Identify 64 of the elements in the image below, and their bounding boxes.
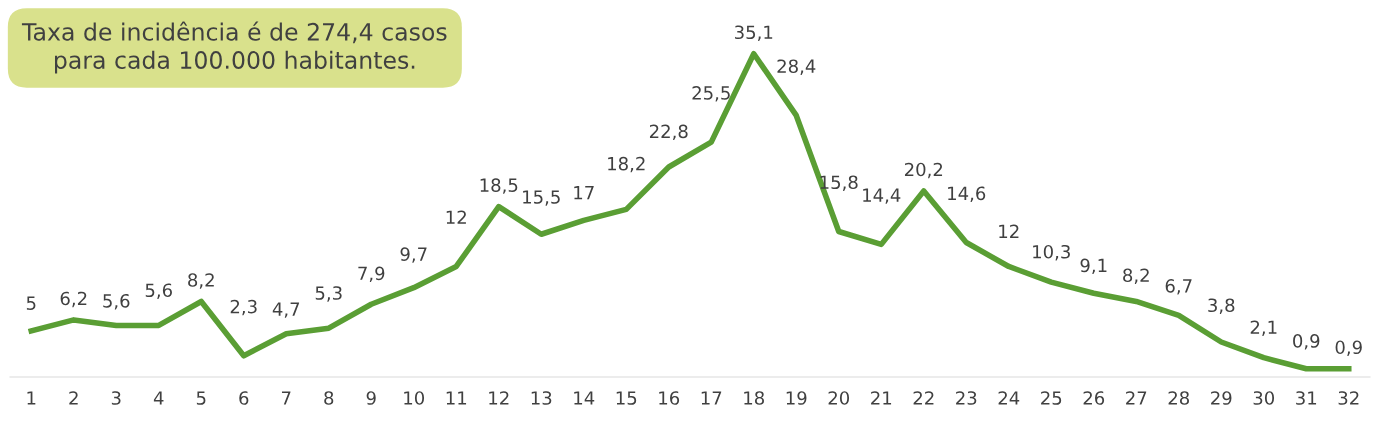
x-tick-label: 25: [1041, 391, 1062, 405]
x-tick-label: 4: [153, 391, 164, 405]
data-label: 35,1: [735, 25, 773, 41]
x-tick-label: 8: [324, 391, 334, 405]
x-tick-label: 23: [956, 391, 977, 405]
data-label: 0,9: [1335, 340, 1362, 356]
x-tick-label: 17: [701, 391, 722, 405]
data-label: 25,5: [692, 86, 730, 102]
data-label: 5,6: [145, 283, 172, 299]
x-tick-label: 32: [1338, 391, 1359, 405]
data-label: 12: [999, 224, 1019, 238]
data-label: 9,1: [1080, 258, 1107, 275]
data-label: 15,5: [523, 190, 560, 206]
x-tick-label: 16: [659, 391, 680, 405]
data-label: 17: [574, 186, 594, 200]
data-label: 18,2: [608, 156, 645, 173]
data-label: 14,6: [948, 186, 986, 202]
x-tick-label: 9: [366, 391, 376, 405]
x-tick-label: 31: [1296, 391, 1317, 405]
data-label: 2,1: [1250, 320, 1277, 336]
data-label: 0,9: [1293, 334, 1320, 350]
x-tick-label: 24: [998, 391, 1020, 405]
x-tick-label: 26: [1083, 391, 1105, 405]
data-label: 14,4: [863, 188, 901, 204]
data-label: 22,8: [649, 124, 688, 140]
data-label: 10,3: [1033, 244, 1070, 261]
data-label: 12: [446, 210, 466, 224]
data-label: 6,2: [60, 291, 87, 308]
x-tick-label: 30: [1253, 391, 1275, 405]
x-tick-label: 21: [871, 391, 892, 405]
x-tick-label: 5: [196, 391, 206, 405]
x-tick-label: 14: [574, 391, 595, 405]
x-tick-label: 7: [281, 391, 291, 405]
x-tick-label: 18: [744, 391, 764, 405]
annotation: Taxa de incidência é de 274,4 casos para cada 100.000 habitantes.: [21, 21, 447, 74]
x-tick-label: 28: [1168, 391, 1189, 405]
data-label: 9,7: [400, 247, 427, 263]
x-tick-label: 22: [913, 391, 934, 405]
data-label: 18,5: [480, 178, 518, 194]
x-tick-label: 12: [489, 391, 509, 405]
x-tick-label: 2: [69, 391, 78, 405]
data-label: 5,6: [103, 293, 130, 310]
x-tick-label: 11: [446, 391, 467, 405]
x-tick-label: 15: [616, 391, 637, 405]
x-tick-label: 1: [27, 391, 36, 405]
x-tick-label: 27: [1126, 391, 1147, 405]
data-label: 20,2: [904, 162, 943, 179]
x-tick-label: 29: [1211, 391, 1232, 405]
data-label: 6,7: [1165, 279, 1192, 295]
data-label: 8,2: [188, 273, 214, 289]
data-label: 28,4: [777, 59, 816, 75]
data-label: 4,7: [272, 302, 300, 318]
x-tick-label: 6: [239, 391, 249, 405]
data-label: 5,3: [315, 286, 342, 302]
data-label: 7,9: [358, 266, 385, 282]
x-tick-label: 13: [531, 391, 552, 405]
data-label: 3,8: [1208, 298, 1235, 314]
x-tick-label: 20: [828, 391, 850, 405]
data-label: 2,3: [230, 299, 257, 316]
data-label: 8,2: [1123, 268, 1149, 284]
x-tick-label: 10: [404, 391, 425, 405]
x-tick-label: 19: [786, 391, 807, 405]
x-tick-label: 3: [111, 391, 121, 405]
data-label: 5: [26, 296, 36, 311]
